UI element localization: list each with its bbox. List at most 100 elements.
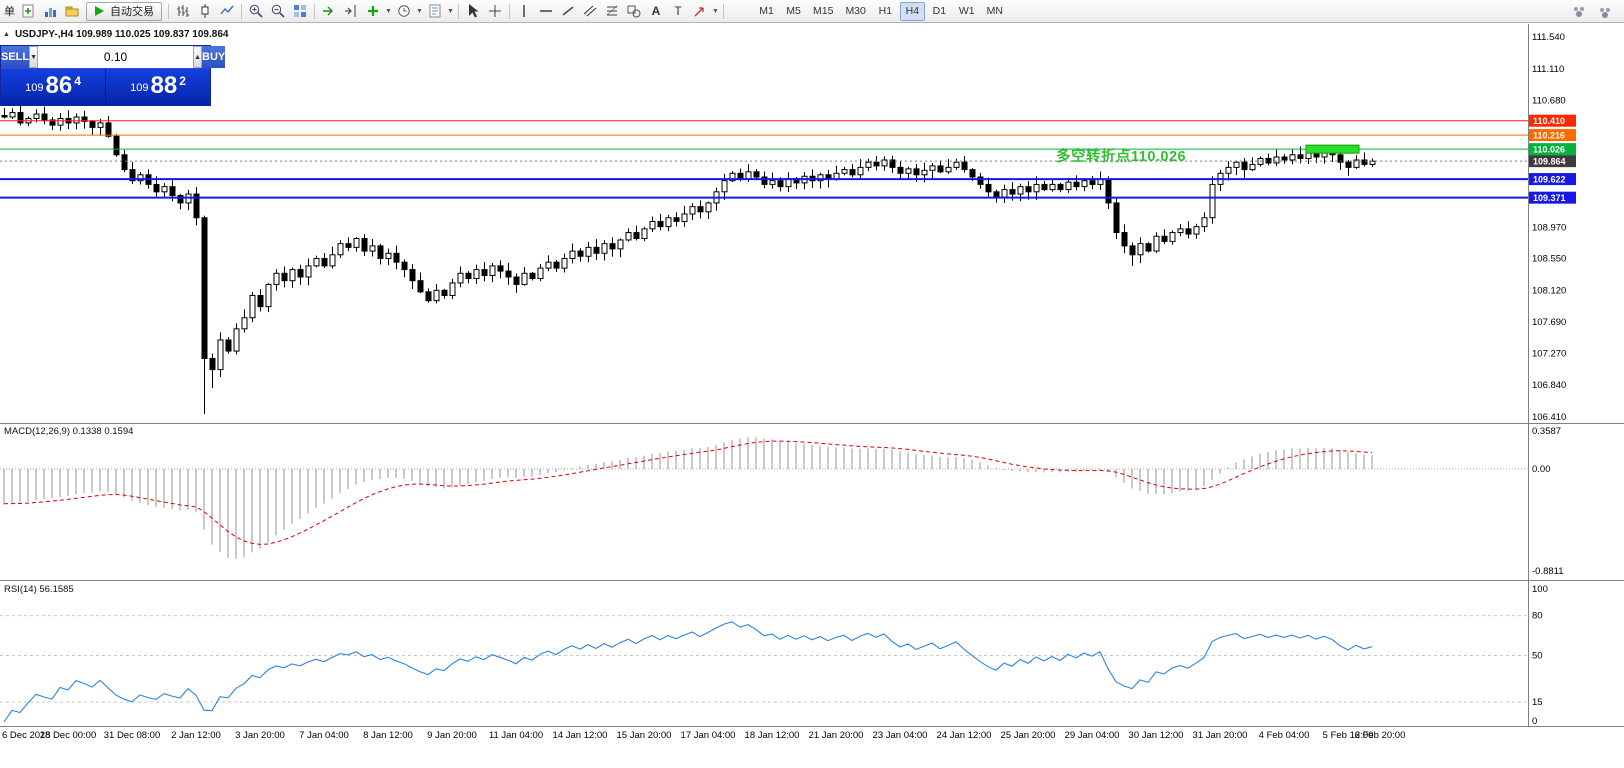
crosshair-tool-icon[interactable] — [484, 1, 506, 21]
svg-text:0.3587: 0.3587 — [1532, 426, 1561, 437]
svg-text:109.864: 109.864 — [1533, 157, 1566, 167]
collapse-icon[interactable]: ▲ — [3, 31, 10, 38]
svg-text:7 Jan 04:00: 7 Jan 04:00 — [299, 730, 349, 741]
bid-price-prefix: 109 — [25, 82, 44, 94]
timeframe-mn[interactable]: MN — [986, 5, 1003, 17]
price-axis[interactable]: 111.540 111.110 110.680 108.970 108.550 108.1… — [1532, 32, 1566, 423]
chart-shift-icon[interactable] — [340, 1, 362, 21]
buy-button[interactable]: BUY — [202, 46, 226, 68]
line-chart-type-icon[interactable] — [216, 1, 238, 21]
pivot-annotation[interactable]: 多空转折点110.026 — [1056, 149, 1187, 165]
main-toolbar: 单 自动交易 ▼ ▼ ▼ A T ▼ M1 M5 M15 M30 H1 H4 D1 W1 MN — [0, 0, 1624, 23]
timeframe-w1[interactable]: W1 — [958, 5, 975, 17]
svg-text:6 Dec 2018: 6 Dec 2018 — [2, 730, 51, 741]
tile-windows-icon[interactable] — [289, 1, 311, 21]
template-selector-icon[interactable] — [424, 1, 446, 21]
search-icon[interactable] — [1594, 1, 1616, 21]
vertical-line-tool-icon[interactable] — [513, 1, 535, 21]
svg-text:100: 100 — [1532, 584, 1548, 595]
macd-signal-line — [3, 440, 1373, 545]
cursor-tool-icon[interactable] — [462, 1, 484, 21]
svg-text:9 Jan 20:00: 9 Jan 20:00 — [427, 730, 477, 741]
auto-scroll-icon[interactable] — [318, 1, 340, 21]
arrow-tools-caret-icon[interactable]: ▼ — [712, 7, 719, 15]
timeframe-h4[interactable]: H4 — [899, 1, 925, 21]
svg-text:14 Jan 12:00: 14 Jan 12:00 — [553, 730, 608, 741]
fibonacci-tool-icon[interactable] — [601, 1, 623, 21]
toolbar-right-icons — [1568, 1, 1616, 21]
svg-text:111.110: 111.110 — [1532, 64, 1564, 75]
svg-text:A: A — [652, 4, 661, 18]
new-order-icon[interactable] — [17, 1, 39, 21]
volume-input[interactable] — [38, 46, 194, 68]
svg-text:110.680: 110.680 — [1532, 96, 1566, 107]
macd-indicator-label: MACD(12,26,9) 0.1338 0.1594 — [4, 426, 134, 437]
add-indicator-icon[interactable] — [362, 1, 384, 21]
candles-layer[interactable] — [1, 105, 1376, 415]
text-tool-icon[interactable]: A — [645, 1, 667, 21]
svg-text:2 Jan 12:00: 2 Jan 12:00 — [171, 730, 221, 741]
macd-panel[interactable]: 0.3587 0.00 -0.8811 — [0, 426, 1564, 577]
svg-text:17 Jan 04:00: 17 Jan 04:00 — [681, 730, 736, 741]
period-selector-icon[interactable] — [393, 1, 415, 21]
svg-text:25 Jan 20:00: 25 Jan 20:00 — [1001, 730, 1056, 741]
svg-text:8 Jan 12:00: 8 Jan 12:00 — [363, 730, 413, 741]
equidistant-channel-tool-icon[interactable] — [579, 1, 601, 21]
zoom-out-icon[interactable] — [267, 1, 289, 21]
period-selector-caret-icon[interactable]: ▼ — [416, 7, 423, 15]
bar-chart-type-icon[interactable] — [172, 1, 194, 21]
text-label-tool-icon[interactable]: T — [667, 1, 689, 21]
highlight-box[interactable] — [1305, 144, 1360, 154]
rsi-line — [3, 621, 1373, 723]
timeframe-m1[interactable]: M1 — [759, 5, 774, 17]
timeframe-m30[interactable]: M30 — [845, 5, 866, 17]
price-tag — [1529, 114, 1576, 127]
svg-text:-0.8811: -0.8811 — [1532, 566, 1564, 577]
toolbar-separator — [723, 3, 724, 19]
svg-text:107.270: 107.270 — [1532, 348, 1566, 359]
svg-text:18 Jan 12:00: 18 Jan 12:00 — [745, 730, 800, 741]
price-tag — [1529, 129, 1576, 142]
timeframe-d1[interactable]: D1 — [932, 5, 947, 17]
timeframe-m15[interactable]: M15 — [813, 5, 834, 17]
svg-text:0: 0 — [1532, 716, 1537, 727]
zoom-in-icon[interactable] — [245, 1, 267, 21]
bid-price-button[interactable]: 109 86 4 — [1, 69, 106, 105]
charts-icon[interactable] — [39, 1, 61, 21]
autotrading-play-icon — [95, 6, 104, 16]
candlestick-type-icon[interactable] — [194, 1, 216, 21]
timeframe-m5[interactable]: M5 — [786, 5, 801, 17]
ask-price-button[interactable]: 109 88 2 — [106, 69, 210, 105]
svg-text:109.622: 109.622 — [1533, 175, 1566, 185]
add-indicator-caret-icon[interactable]: ▼ — [385, 7, 392, 15]
symbol-header-text: USDJPY-,H4 109.989 110.025 109.837 109.8… — [14, 29, 229, 40]
arrow-tools-icon[interactable] — [689, 1, 711, 21]
horizontal-line-tool-icon[interactable] — [535, 1, 557, 21]
one-click-trading-panel: SELL ▼ ▲ BUY 109 86 4 109 88 2 — [0, 45, 226, 106]
trendline-tool-icon[interactable] — [557, 1, 579, 21]
timeframe-bar: M1 M5 M15 M30 H1 H4 D1 W1 MN — [753, 1, 1009, 21]
svg-text:108.550: 108.550 — [1532, 253, 1566, 264]
volume-up-spinner[interactable]: ▲ — [193, 46, 202, 68]
sell-button[interactable]: SELL — [1, 46, 30, 68]
svg-text:110.026: 110.026 — [1533, 145, 1565, 155]
new-order-clipped-label[interactable]: 单 — [4, 6, 15, 18]
template-selector-caret-icon[interactable]: ▼ — [447, 7, 454, 15]
profiles-icon[interactable] — [61, 1, 83, 21]
timeframe-h1[interactable]: H1 — [878, 5, 893, 17]
autotrading-button[interactable]: 自动交易 — [86, 1, 162, 21]
shapes-tool-icon[interactable] — [623, 1, 645, 21]
svg-text:24 Jan 12:00: 24 Jan 12:00 — [937, 730, 992, 741]
volume-down-spinner[interactable]: ▼ — [29, 46, 39, 68]
svg-text:29 Jan 04:00: 29 Jan 04:00 — [1065, 730, 1120, 741]
svg-text:31 Dec 08:00: 31 Dec 08:00 — [104, 730, 161, 741]
svg-text:0.00: 0.00 — [1532, 464, 1551, 475]
rsi-panel[interactable]: 100 80 50 15 0 — [0, 584, 1548, 727]
svg-text:50: 50 — [1532, 651, 1543, 662]
level-lines-layer[interactable]: 110.410 110.216 110.026 109.864 109.622 109.3… — [0, 114, 1576, 204]
toolbar-separator — [509, 3, 510, 19]
svg-text:109.371: 109.371 — [1533, 193, 1566, 203]
community-icon[interactable] — [1568, 1, 1590, 21]
